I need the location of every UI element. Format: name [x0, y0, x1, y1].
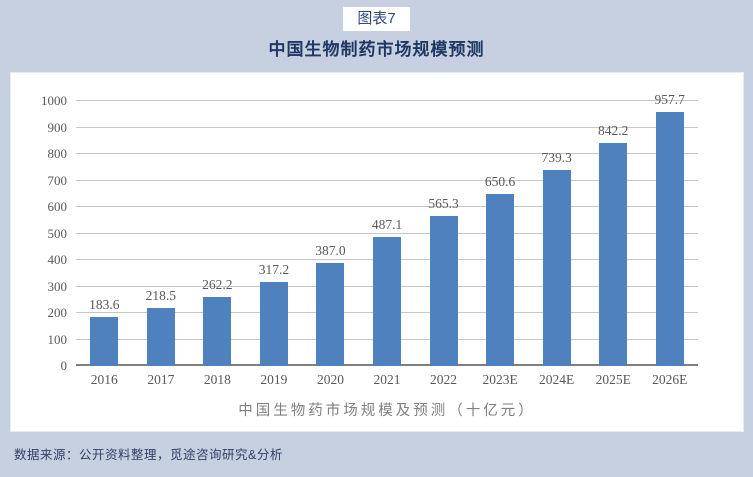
x-axis-label: 2024E — [539, 372, 575, 387]
bar-2021 — [373, 236, 401, 366]
y-axis-label: 400 — [47, 252, 68, 267]
bar-2019 — [259, 281, 288, 366]
bar-value-label: 317.2 — [258, 261, 290, 277]
y-axis-label: 100 — [47, 331, 68, 347]
page-title: 中国生物制药市场规模预测 — [268, 40, 485, 59]
x-axis-label: 2020 — [316, 372, 344, 387]
bar-2020 — [316, 263, 345, 366]
x-axis-label: 2019 — [260, 372, 288, 387]
bar-slot: 650.6 — [472, 101, 529, 366]
bar-2023E — [486, 193, 515, 366]
bar-slot: 957.7 — [641, 92, 698, 366]
figure-tag: 图表7 — [343, 7, 410, 31]
bar-slot: 183.6 — [76, 101, 133, 366]
bars-row: 183.6 218.5 262.2 317.2 387.0 487.1 565.3 650.6… — [76, 92, 698, 366]
gridline — [76, 100, 698, 101]
chart-panel: 0 100 200 300 400 500 600 700 800 900 1000 183.6 218… — [10, 72, 744, 432]
x-axis-label: 2026E — [652, 372, 688, 387]
bar-slot: 262.2 — [189, 101, 246, 366]
bar-value-label: 957.7 — [654, 92, 685, 108]
bar-value-label: 387.0 — [315, 243, 346, 259]
x-axis: 2016 2017 2018 2019 2020 2021 2022 2023E 2024E 20… — [76, 372, 698, 388]
gridline — [76, 206, 698, 207]
y-axis-label: 800 — [47, 146, 68, 161]
bar-slot: 739.3 — [528, 101, 585, 366]
bar-value-label: 262.2 — [202, 276, 233, 292]
y-axis-label: 700 — [47, 172, 68, 188]
bar-value-label: 487.1 — [371, 216, 403, 232]
bar-value-label: 183.6 — [89, 297, 120, 313]
plot-area: 0 100 200 300 400 500 600 700 800 900 1000 183.6 218… — [41, 92, 698, 373]
bar-slot: 487.1 — [359, 101, 416, 366]
bar-value-label: 218.5 — [145, 288, 176, 304]
x-axis-label: 2022 — [430, 372, 458, 387]
bar-slot: 317.2 — [246, 101, 303, 366]
bar-value-label: 842.2 — [598, 122, 629, 138]
bar-2017 — [146, 308, 175, 366]
y-axis-label: 0 — [60, 358, 68, 373]
header: 图表7 中国生物制药市场规模预测 — [0, 7, 753, 60]
bar-value-label: 650.6 — [484, 173, 516, 189]
y-axis-label: 200 — [47, 305, 68, 320]
chart-caption: 中国生物药市场规模及预测（十亿元） — [238, 403, 536, 419]
x-axis-label: 2018 — [203, 372, 231, 387]
bar-value-label: 739.3 — [541, 150, 572, 166]
source-note: 数据来源：公开资料整理，觅途咨询研究&分析 — [14, 448, 283, 462]
bar-2018 — [203, 296, 232, 366]
x-axis-label: 2025E — [595, 372, 631, 387]
gridline — [76, 126, 698, 128]
x-axis-label: 2017 — [147, 372, 175, 387]
y-axis-label: 900 — [47, 119, 68, 135]
x-axis-label: 2021 — [373, 372, 401, 387]
bar-value-label: 565.3 — [428, 196, 459, 212]
bar-slot: 842.2 — [585, 101, 642, 366]
bar-2022 — [429, 216, 458, 366]
x-axis-label: 2023E — [482, 372, 518, 387]
bar-slot: 218.5 — [133, 101, 190, 366]
bar-slot: 565.3 — [415, 101, 472, 366]
gridline — [76, 153, 698, 154]
bar-2025E — [599, 142, 628, 366]
y-axis-label: 600 — [47, 199, 68, 214]
y-axis-label: 300 — [47, 278, 68, 294]
gridline — [76, 232, 698, 234]
gridline — [76, 179, 698, 181]
bar-slot: 387.0 — [302, 101, 359, 366]
bar-2016 — [90, 317, 119, 366]
bar-2024E — [542, 170, 571, 366]
y-axis-label: 500 — [47, 225, 68, 241]
bar-2026E — [655, 112, 684, 366]
x-axis-label: 2016 — [90, 372, 118, 387]
y-axis-label: 1000 — [41, 93, 67, 108]
